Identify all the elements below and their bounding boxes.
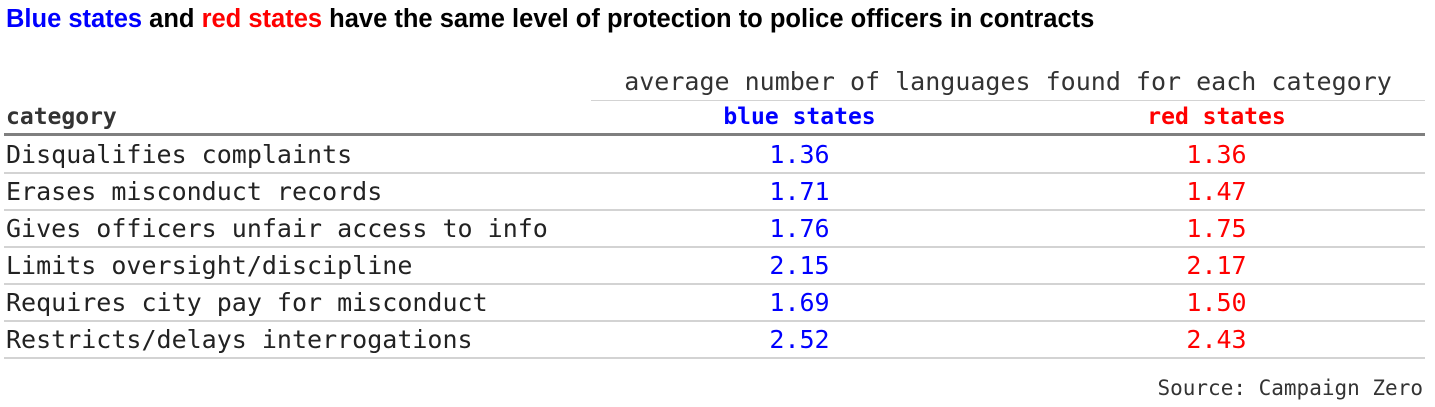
table-row: Restricts/delays interrogations 2.52 2.4… xyxy=(4,322,1425,359)
row-blue-value: 1.69 xyxy=(769,288,830,317)
row-blue-value: 1.71 xyxy=(769,177,830,206)
row-red-value: 2.17 xyxy=(1186,251,1247,280)
table-row: Requires city pay for misconduct 1.69 1.… xyxy=(4,285,1425,322)
row-category-label: Restricts/delays interrogations xyxy=(6,325,473,354)
row-category-label: Limits oversight/discipline xyxy=(6,251,413,280)
row-category-label: Disqualifies complaints xyxy=(6,140,353,169)
table-body: Disqualifies complaints 1.36 1.36 Erases… xyxy=(4,137,1425,359)
table-row: Disqualifies complaints 1.36 1.36 xyxy=(4,137,1425,174)
title-connector: and xyxy=(142,5,202,33)
row-category-label: Requires city pay for misconduct xyxy=(6,288,488,317)
row-red-value: 1.75 xyxy=(1186,214,1247,243)
header-divider xyxy=(4,133,1425,136)
source-note: Source: Campaign Zero xyxy=(1157,376,1423,400)
column-header-red-states: red states xyxy=(1147,104,1286,130)
row-category-label: Gives officers unfair access to info xyxy=(6,214,548,243)
row-red-value: 2.43 xyxy=(1186,325,1247,354)
row-blue-value: 1.36 xyxy=(769,140,830,169)
table-row: Erases misconduct records 1.71 1.47 xyxy=(4,174,1425,211)
title-blue-states: Blue states xyxy=(6,5,143,33)
row-category-label: Erases misconduct records xyxy=(6,177,383,206)
title-red-states: red states xyxy=(201,5,323,33)
row-blue-value: 2.15 xyxy=(769,251,830,280)
chart-title: Blue states and red states have the same… xyxy=(6,4,1094,34)
table-row: Limits oversight/discipline 2.15 2.17 xyxy=(4,248,1425,285)
title-remainder: have the same level of protection to pol… xyxy=(322,5,1095,33)
row-red-value: 1.50 xyxy=(1186,288,1247,317)
table-row: Gives officers unfair access to info 1.7… xyxy=(4,211,1425,248)
row-red-value: 1.47 xyxy=(1186,177,1247,206)
row-blue-value: 2.52 xyxy=(769,325,830,354)
row-blue-value: 1.76 xyxy=(769,214,830,243)
column-spanner-label: average number of languages found for ea… xyxy=(624,67,1392,96)
row-red-value: 1.36 xyxy=(1186,140,1247,169)
spanner-divider xyxy=(591,100,1425,101)
column-header-category: category xyxy=(6,104,117,130)
column-header-blue-states: blue states xyxy=(723,104,876,130)
